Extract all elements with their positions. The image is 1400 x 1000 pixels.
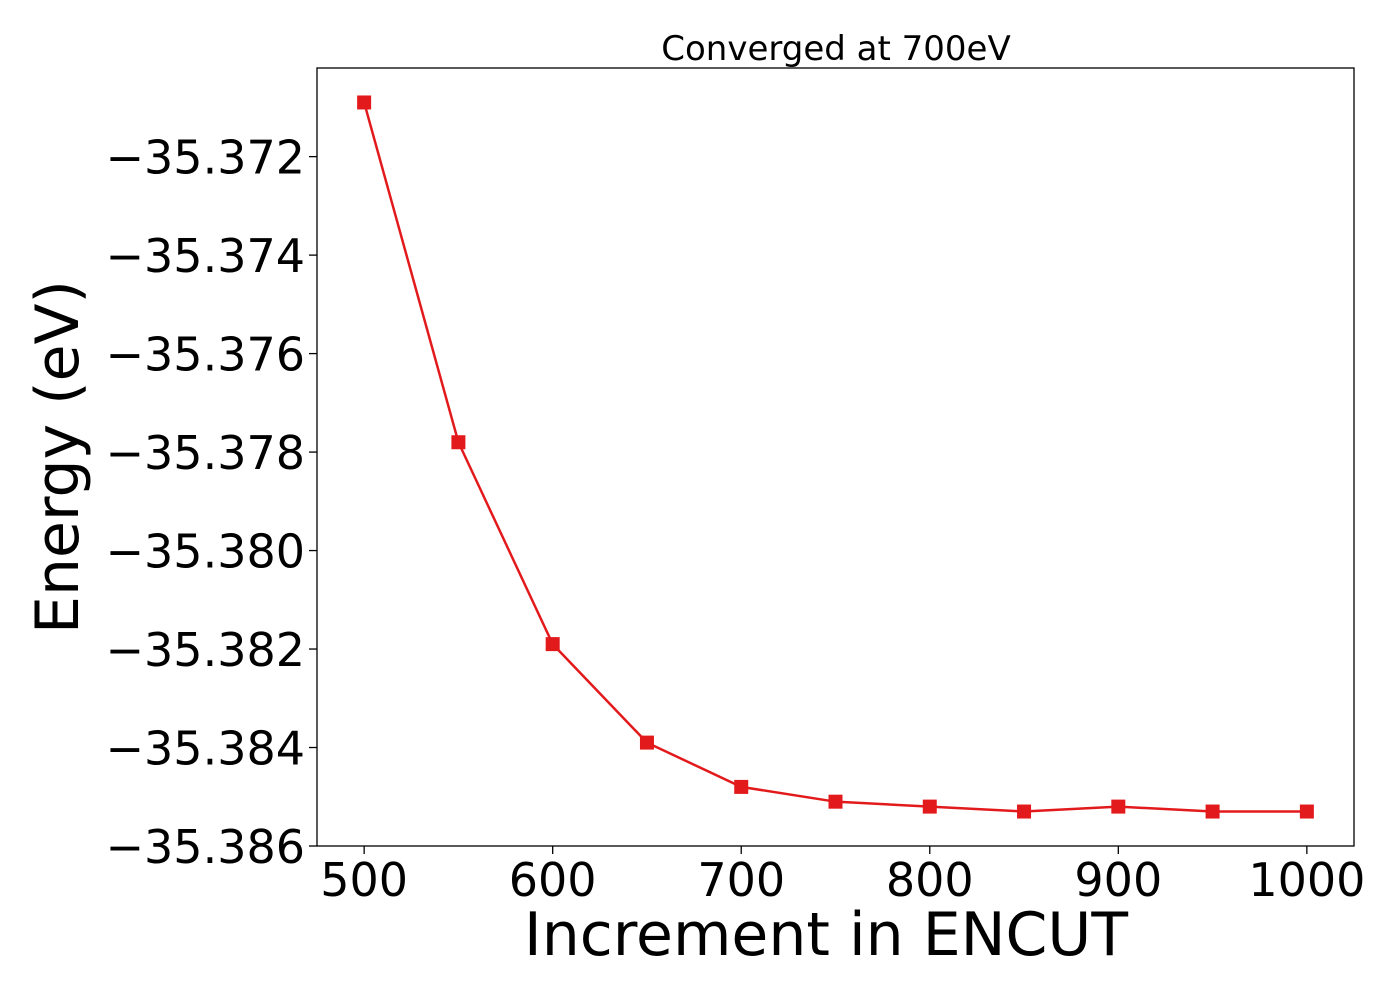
x-tick-label: 1000 — [1248, 853, 1365, 907]
data-point-marker — [734, 779, 749, 794]
x-tick-label: 700 — [697, 853, 785, 907]
y-tick-label: −35.376 — [106, 328, 306, 382]
data-point-marker — [1111, 799, 1126, 814]
chart-title: Converged at 700eV — [661, 29, 1010, 69]
data-point-marker — [639, 735, 654, 750]
x-axis: 500 600 700 800 900 1000 — [320, 846, 1365, 907]
x-tick-label: 800 — [886, 853, 974, 907]
data-point-marker — [828, 794, 843, 809]
data-point-marker — [545, 637, 560, 652]
data-point-marker — [357, 95, 372, 110]
y-tick-label: −35.382 — [106, 623, 306, 677]
y-axis: −35.386 −35.384 −35.382 −35.380 −35.378 −35.3… — [106, 131, 317, 874]
x-tick-label: 600 — [509, 853, 597, 907]
y-tick-label: −35.380 — [106, 525, 306, 579]
y-tick-label: −35.384 — [106, 722, 306, 776]
y-axis-label: Energy (eV) — [23, 280, 93, 634]
x-axis-label: Increment in ENCUT — [524, 900, 1128, 970]
series-layer — [357, 95, 1314, 819]
y-tick-label: −35.378 — [106, 426, 306, 480]
y-tick-label: −35.386 — [106, 820, 306, 874]
data-point-marker — [1205, 804, 1220, 819]
data-point-marker — [1017, 804, 1032, 819]
data-point-marker — [922, 799, 937, 814]
data-point-marker — [1299, 804, 1314, 819]
x-tick-label: 500 — [320, 853, 408, 907]
y-tick-label: −35.372 — [106, 131, 306, 185]
x-tick-label: 900 — [1074, 853, 1162, 907]
plot-area — [316, 67, 1355, 847]
series-line — [362, 102, 1307, 813]
data-point-marker — [451, 435, 466, 450]
y-tick-label: −35.374 — [106, 229, 306, 283]
